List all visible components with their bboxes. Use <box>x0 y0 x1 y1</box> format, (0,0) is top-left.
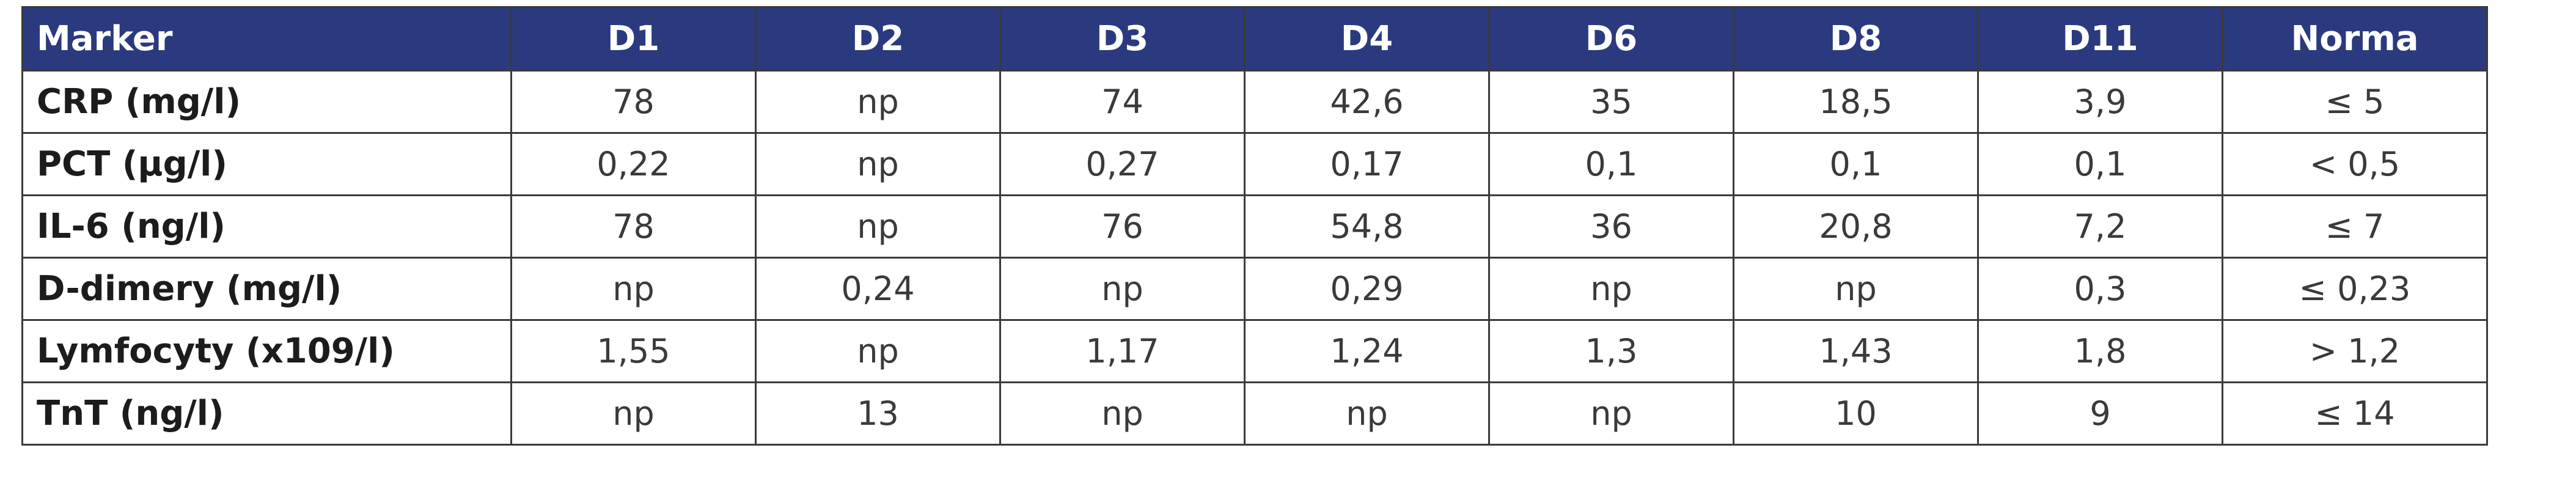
table-cell: 42,6 <box>1244 70 1490 134</box>
table-cell: np <box>755 319 1001 383</box>
table-cell: 0,27 <box>999 132 1246 196</box>
table-row-il6: IL-6 (ng/l) 78 np 76 54,8 36 20,8 7,2 ≤ … <box>21 194 2488 259</box>
norm-cell: ≤ 14 <box>2222 381 2488 446</box>
table-cell: np <box>755 70 1001 134</box>
norm-cell: > 1,2 <box>2222 319 2488 383</box>
table-cell: 18,5 <box>1733 70 1979 134</box>
table-cell: 0,1 <box>1977 132 2223 196</box>
table-cell: np <box>755 194 1001 259</box>
table-cell: 0,24 <box>755 257 1001 321</box>
table-cell: 0,1 <box>1733 132 1979 196</box>
table-row-pct: PCT (μg/l) 0,22 np 0,27 0,17 0,1 0,1 0,1… <box>21 132 2488 196</box>
lab-markers-table: Marker D1 D2 D3 D4 D6 D8 D11 Norma CRP (… <box>21 6 2488 446</box>
table-cell: 35 <box>1488 70 1734 134</box>
table-cell: 1,24 <box>1244 319 1490 383</box>
table-cell: 1,43 <box>1733 319 1979 383</box>
table-cell: 1,8 <box>1977 319 2223 383</box>
column-header-d1: D1 <box>510 6 757 72</box>
table-cell: 1,55 <box>510 319 757 383</box>
column-header-d6: D6 <box>1488 6 1734 72</box>
table-cell: np <box>1488 381 1734 446</box>
table-cell: 74 <box>999 70 1246 134</box>
marker-name: IL-6 (ng/l) <box>21 194 512 259</box>
norm-cell: ≤ 7 <box>2222 194 2488 259</box>
column-header-d4: D4 <box>1244 6 1490 72</box>
table-cell: 78 <box>510 70 757 134</box>
column-header-d8: D8 <box>1733 6 1979 72</box>
column-header-d2: D2 <box>755 6 1001 72</box>
column-header-norma: Norma <box>2222 6 2488 72</box>
table-header-row: Marker D1 D2 D3 D4 D6 D8 D11 Norma <box>21 6 2488 72</box>
table-cell: 3,9 <box>1977 70 2223 134</box>
table-cell: np <box>755 132 1001 196</box>
table-cell: 10 <box>1733 381 1979 446</box>
norm-cell: ≤ 5 <box>2222 70 2488 134</box>
marker-name: CRP (mg/l) <box>21 70 512 134</box>
table-cell: np <box>510 257 757 321</box>
marker-name: TnT (ng/l) <box>21 381 512 446</box>
table-cell: 20,8 <box>1733 194 1979 259</box>
table-cell: np <box>1733 257 1979 321</box>
table-cell: 0,1 <box>1488 132 1734 196</box>
table-cell: np <box>999 381 1246 446</box>
marker-name: Lymfocyty (x109/l) <box>21 319 512 383</box>
table-cell: 7,2 <box>1977 194 2223 259</box>
table-cell: 13 <box>755 381 1001 446</box>
table-cell: np <box>999 257 1246 321</box>
table-cell: 1,17 <box>999 319 1246 383</box>
table-cell: 0,3 <box>1977 257 2223 321</box>
column-header-marker: Marker <box>21 6 512 72</box>
table-cell: 78 <box>510 194 757 259</box>
table-cell: np <box>1244 381 1490 446</box>
column-header-d3: D3 <box>999 6 1246 72</box>
table-cell: 0,22 <box>510 132 757 196</box>
table-cell: np <box>1488 257 1734 321</box>
lab-markers-table-container: Marker D1 D2 D3 D4 D6 D8 D11 Norma CRP (… <box>21 6 2488 446</box>
table-cell: 1,3 <box>1488 319 1734 383</box>
table-row-lymfocyty: Lymfocyty (x109/l) 1,55 np 1,17 1,24 1,3… <box>21 319 2488 383</box>
marker-name: PCT (μg/l) <box>21 132 512 196</box>
marker-name: D-dimery (mg/l) <box>21 257 512 321</box>
table-cell: 0,29 <box>1244 257 1490 321</box>
table-cell: np <box>510 381 757 446</box>
table-cell: 0,17 <box>1244 132 1490 196</box>
table-cell: 9 <box>1977 381 2223 446</box>
norm-cell: ≤ 0,23 <box>2222 257 2488 321</box>
table-row-tnt: TnT (ng/l) np 13 np np np 10 9 ≤ 14 <box>21 381 2488 446</box>
table-cell: 54,8 <box>1244 194 1490 259</box>
norm-cell: < 0,5 <box>2222 132 2488 196</box>
table-row-d-dimery: D-dimery (mg/l) np 0,24 np 0,29 np np 0,… <box>21 257 2488 321</box>
column-header-d11: D11 <box>1977 6 2223 72</box>
table-cell: 36 <box>1488 194 1734 259</box>
table-row-crp: CRP (mg/l) 78 np 74 42,6 35 18,5 3,9 ≤ 5 <box>21 70 2488 134</box>
table-cell: 76 <box>999 194 1246 259</box>
